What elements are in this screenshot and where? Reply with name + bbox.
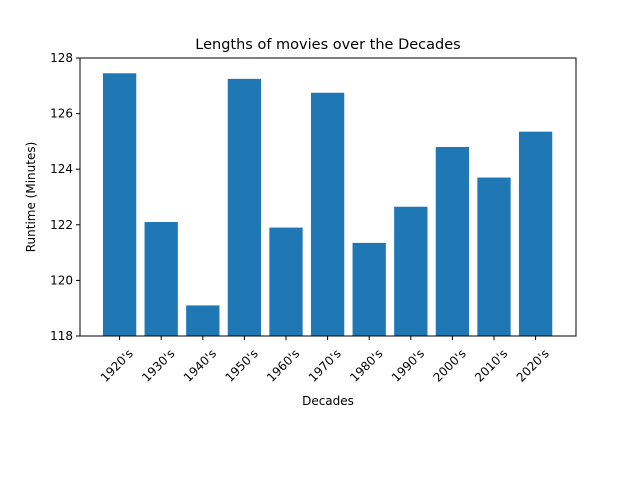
x-axis-ticks: 1920's 1930's 1940's 1950's 1960's 1970's 1980… <box>98 336 552 385</box>
bar-1920s <box>103 73 136 336</box>
x-tick-label: 1980's <box>347 346 385 384</box>
bars-group <box>103 73 552 336</box>
x-tick-label: 1920's <box>98 346 136 384</box>
y-tick-label: 124 <box>50 162 73 176</box>
y-axis-label: Runtime (Minutes) <box>24 142 38 253</box>
y-axis-ticks: 118 120 122 124 126 128 <box>50 51 80 343</box>
bar-2020s <box>519 132 552 336</box>
bar-2000s <box>436 147 469 336</box>
bar-1930s <box>145 222 178 336</box>
x-tick-label: 1970's <box>306 346 344 384</box>
x-tick-label: 2020's <box>514 346 552 384</box>
x-tick-label: 2010's <box>472 346 510 384</box>
x-tick-label: 1950's <box>222 346 260 384</box>
x-tick-label: 1990's <box>389 346 427 384</box>
x-axis-label: Decades <box>302 394 354 408</box>
y-tick-label: 118 <box>50 329 73 343</box>
y-tick-label: 128 <box>50 51 73 65</box>
bar-1980s <box>353 243 386 336</box>
y-tick-label: 122 <box>50 218 73 232</box>
x-tick-label: 1930's <box>139 346 177 384</box>
bar-1950s <box>228 79 261 336</box>
x-tick-label: 2000's <box>430 346 468 384</box>
y-tick-label: 126 <box>50 107 73 121</box>
bar-1970s <box>311 93 344 336</box>
bar-1940s <box>186 305 219 336</box>
chart-title: Lengths of movies over the Decades <box>195 37 460 53</box>
bar-2010s <box>477 178 510 336</box>
x-tick-label: 1960's <box>264 346 302 384</box>
bar-1960s <box>269 228 302 336</box>
bar-1990s <box>394 207 427 336</box>
x-tick-label: 1940's <box>181 346 219 384</box>
y-tick-label: 120 <box>50 273 73 287</box>
